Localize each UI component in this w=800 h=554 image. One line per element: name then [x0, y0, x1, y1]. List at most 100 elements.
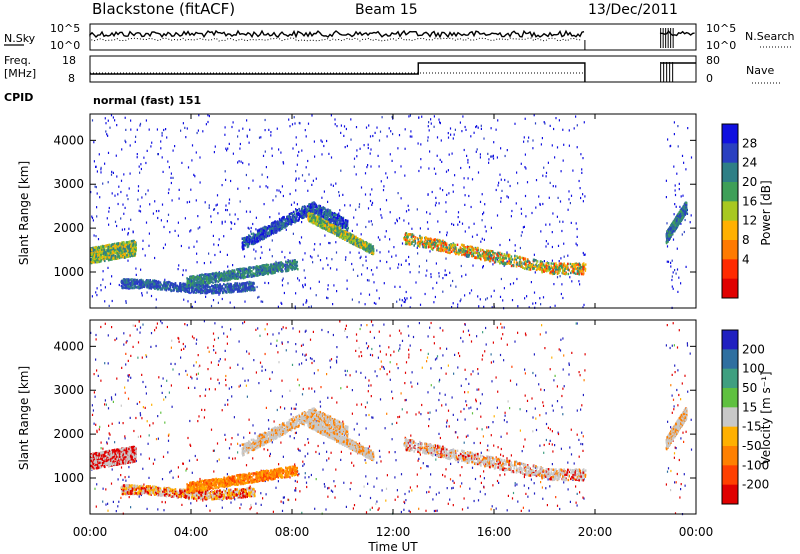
- power-point: [213, 243, 215, 246]
- power-point: [191, 279, 194, 282]
- power-point: [284, 223, 286, 226]
- power-point: [430, 118, 432, 121]
- power-point: [514, 249, 516, 252]
- power-point: [672, 271, 674, 274]
- power-point: [182, 273, 184, 277]
- power-point: [116, 255, 119, 259]
- power-point: [224, 170, 226, 173]
- power-point: [100, 168, 102, 171]
- power-point: [95, 258, 97, 262]
- power-point: [569, 202, 571, 205]
- power-point: [274, 263, 277, 266]
- power-point: [335, 251, 338, 254]
- power-point: [493, 289, 495, 292]
- noise-left-tick-bottom: 10^0: [50, 39, 80, 52]
- power-point: [201, 281, 203, 284]
- power-point: [280, 263, 283, 267]
- power-point: [217, 285, 220, 288]
- power-point: [126, 287, 128, 290]
- power-point: [256, 240, 258, 244]
- power-point: [167, 280, 170, 284]
- power-point: [128, 250, 130, 253]
- power-point: [137, 198, 139, 201]
- power-point: [396, 218, 398, 221]
- power-point: [133, 245, 136, 249]
- power-point: [100, 284, 102, 287]
- power-point: [272, 266, 275, 269]
- power-point: [249, 210, 251, 213]
- power-point: [490, 295, 492, 298]
- power-point: [134, 281, 137, 284]
- power-point: [96, 261, 98, 264]
- power-point: [343, 125, 346, 128]
- power-point: [120, 284, 122, 287]
- power-point: [196, 281, 198, 285]
- power-point: [563, 242, 565, 245]
- power-point: [208, 279, 210, 282]
- power-point: [131, 283, 134, 286]
- power-point: [430, 275, 432, 279]
- power-point: [180, 283, 183, 287]
- freq-unit-label: [MHz]: [4, 67, 36, 80]
- power-point: [286, 261, 288, 265]
- power-point: [582, 306, 584, 309]
- power-point: [340, 220, 342, 223]
- power-point: [278, 189, 280, 192]
- power-point: [231, 289, 234, 293]
- power-point: [243, 271, 246, 275]
- power-point: [103, 245, 105, 248]
- power-point: [321, 196, 323, 199]
- power-point: [106, 247, 109, 250]
- power-point: [131, 247, 134, 250]
- power-point: [246, 241, 249, 244]
- power-point: [452, 184, 454, 187]
- power-point: [249, 236, 252, 240]
- power-point: [217, 280, 220, 283]
- power-point: [207, 274, 210, 277]
- power-point: [426, 259, 428, 262]
- power-point: [263, 230, 266, 233]
- power-point: [282, 269, 284, 273]
- power-point: [188, 246, 190, 249]
- power-point: [262, 237, 264, 240]
- power-point: [103, 253, 106, 256]
- power-point: [690, 214, 692, 217]
- power-point: [215, 289, 217, 292]
- power-point: [181, 288, 183, 291]
- power-point: [347, 227, 349, 230]
- power-point: [232, 284, 235, 288]
- power-point: [115, 246, 118, 249]
- power-point: [259, 272, 261, 275]
- power-point: [283, 215, 285, 219]
- power-point: [211, 292, 213, 295]
- power-point: [432, 287, 434, 290]
- power-point: [418, 169, 420, 173]
- power-point: [196, 261, 198, 264]
- power-point: [452, 302, 454, 305]
- power-point: [254, 233, 256, 236]
- power-point: [501, 189, 503, 192]
- power-point: [207, 120, 209, 124]
- power-point: [244, 284, 246, 287]
- power-point: [571, 280, 573, 283]
- power-point: [227, 147, 229, 150]
- power-point: [123, 253, 126, 257]
- power-point: [146, 285, 149, 288]
- power-point: [321, 140, 323, 143]
- power-point: [160, 140, 162, 143]
- power-point: [319, 259, 322, 262]
- power-point: [394, 171, 396, 174]
- power-point: [672, 238, 675, 241]
- power-point: [93, 160, 95, 163]
- power-point: [316, 207, 318, 211]
- power-point: [222, 274, 225, 277]
- power-point: [210, 276, 213, 279]
- power-point: [233, 277, 236, 280]
- power-point: [277, 225, 280, 229]
- power-point: [349, 204, 351, 207]
- power-point: [292, 216, 295, 219]
- power-point: [322, 212, 324, 215]
- power-point: [370, 220, 372, 223]
- power-point: [332, 213, 334, 216]
- power-point: [114, 194, 116, 197]
